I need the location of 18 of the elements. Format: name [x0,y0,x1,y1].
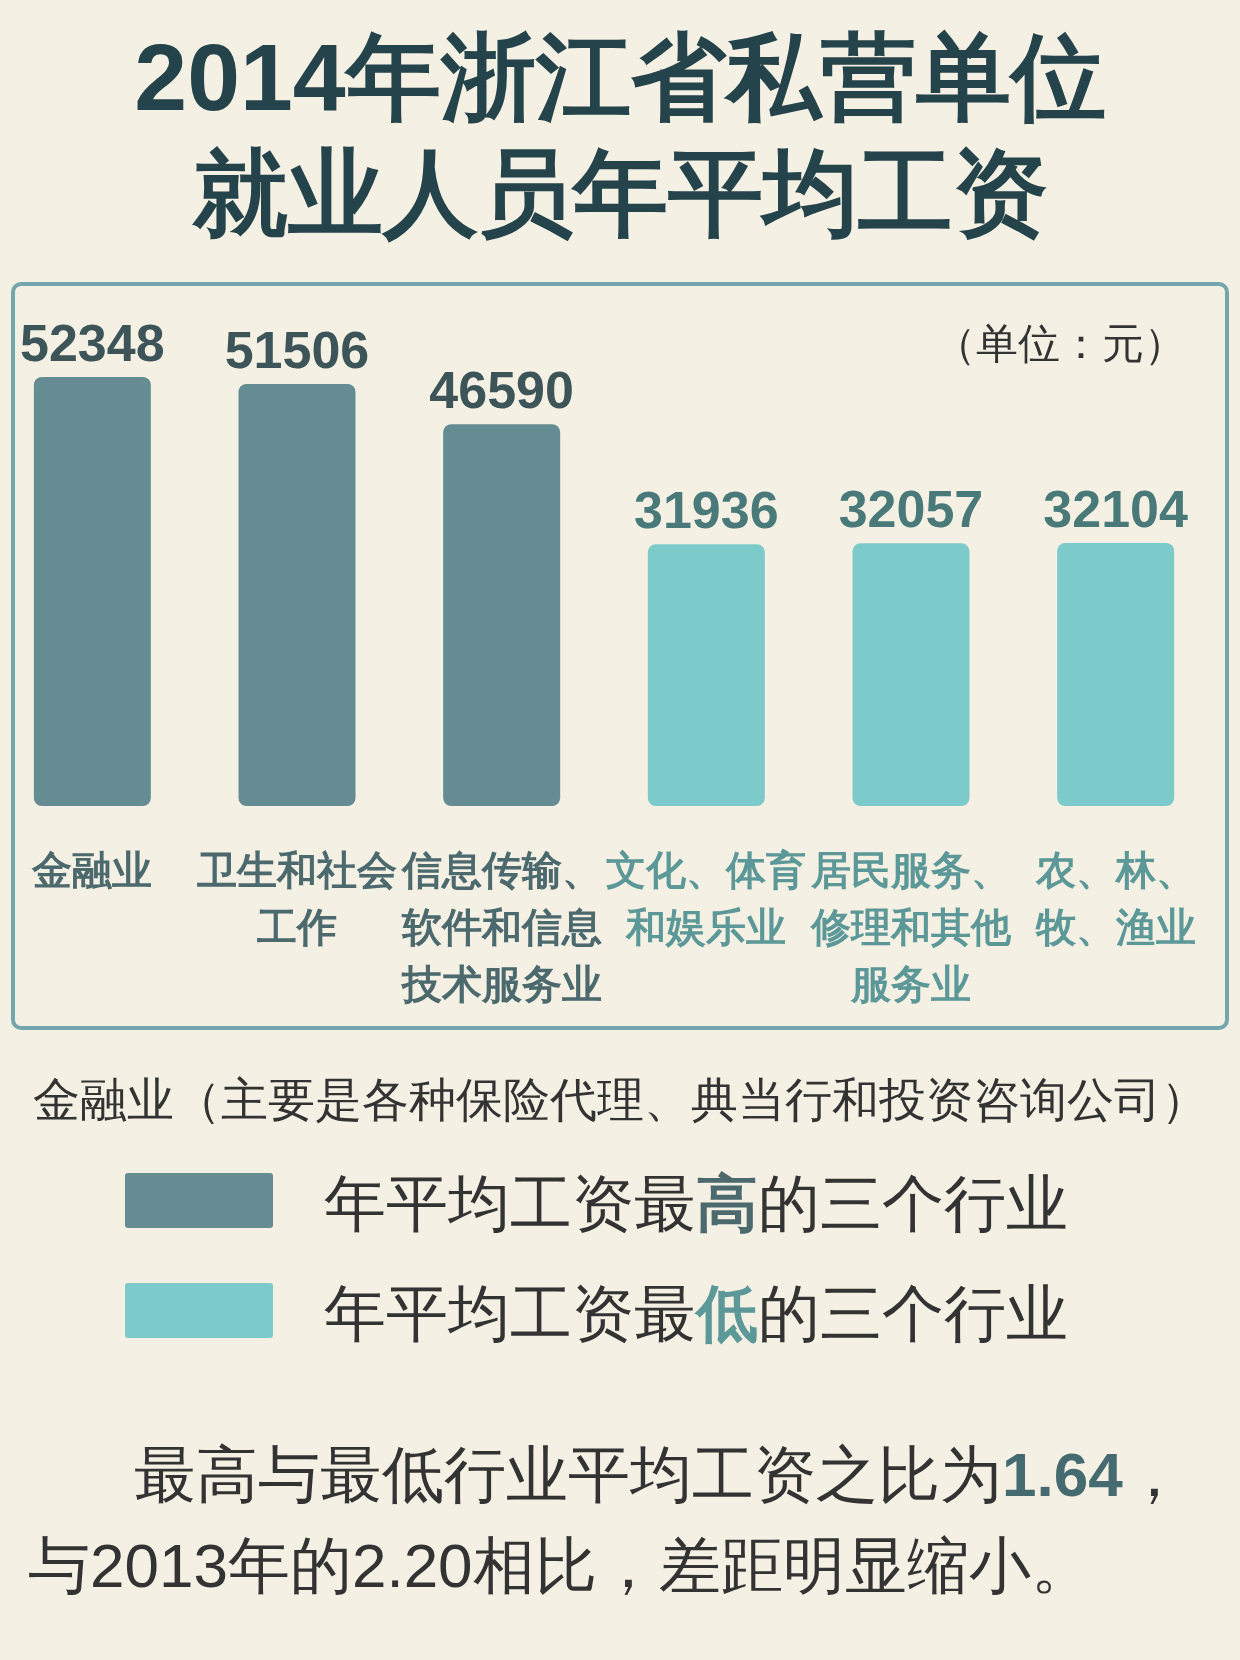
data-label: 46590 [429,361,574,420]
category-label: 农、林、牧、渔业 [1035,848,1196,949]
title: 2014年浙江省私营单位就业人员年平均工资 [134,24,1106,246]
legend-label: 年平均工资最低的三个行业 [324,1279,1068,1348]
annotation: 最高与最低行业平均工资之比为1.64，与2013年的2.20相比，差距明显缩小。 [28,1440,1185,1600]
data-label: 51506 [224,320,370,379]
category-label: 金融业 [32,848,153,892]
data-label: 32057 [838,480,984,539]
annotation: （单位：元） [934,320,1186,367]
data-label: 31936 [634,481,779,540]
legend-label: 年平均工资最高的三个行业 [324,1169,1068,1238]
data-label: 52348 [20,314,165,372]
category-label: 卫生和社会工作 [197,848,397,949]
annotation: 金融业（主要是各种保险代理、典当行和投资咨询公司） [32,1073,1208,1126]
category-label: 居民服务、修理和其他服务业 [811,848,1011,1006]
category-label: 信息传输、软件和信息技术服务业 [401,848,602,1006]
data-label: 32104 [1043,479,1188,538]
category-label: 文化、体育和娱乐业 [606,848,807,949]
